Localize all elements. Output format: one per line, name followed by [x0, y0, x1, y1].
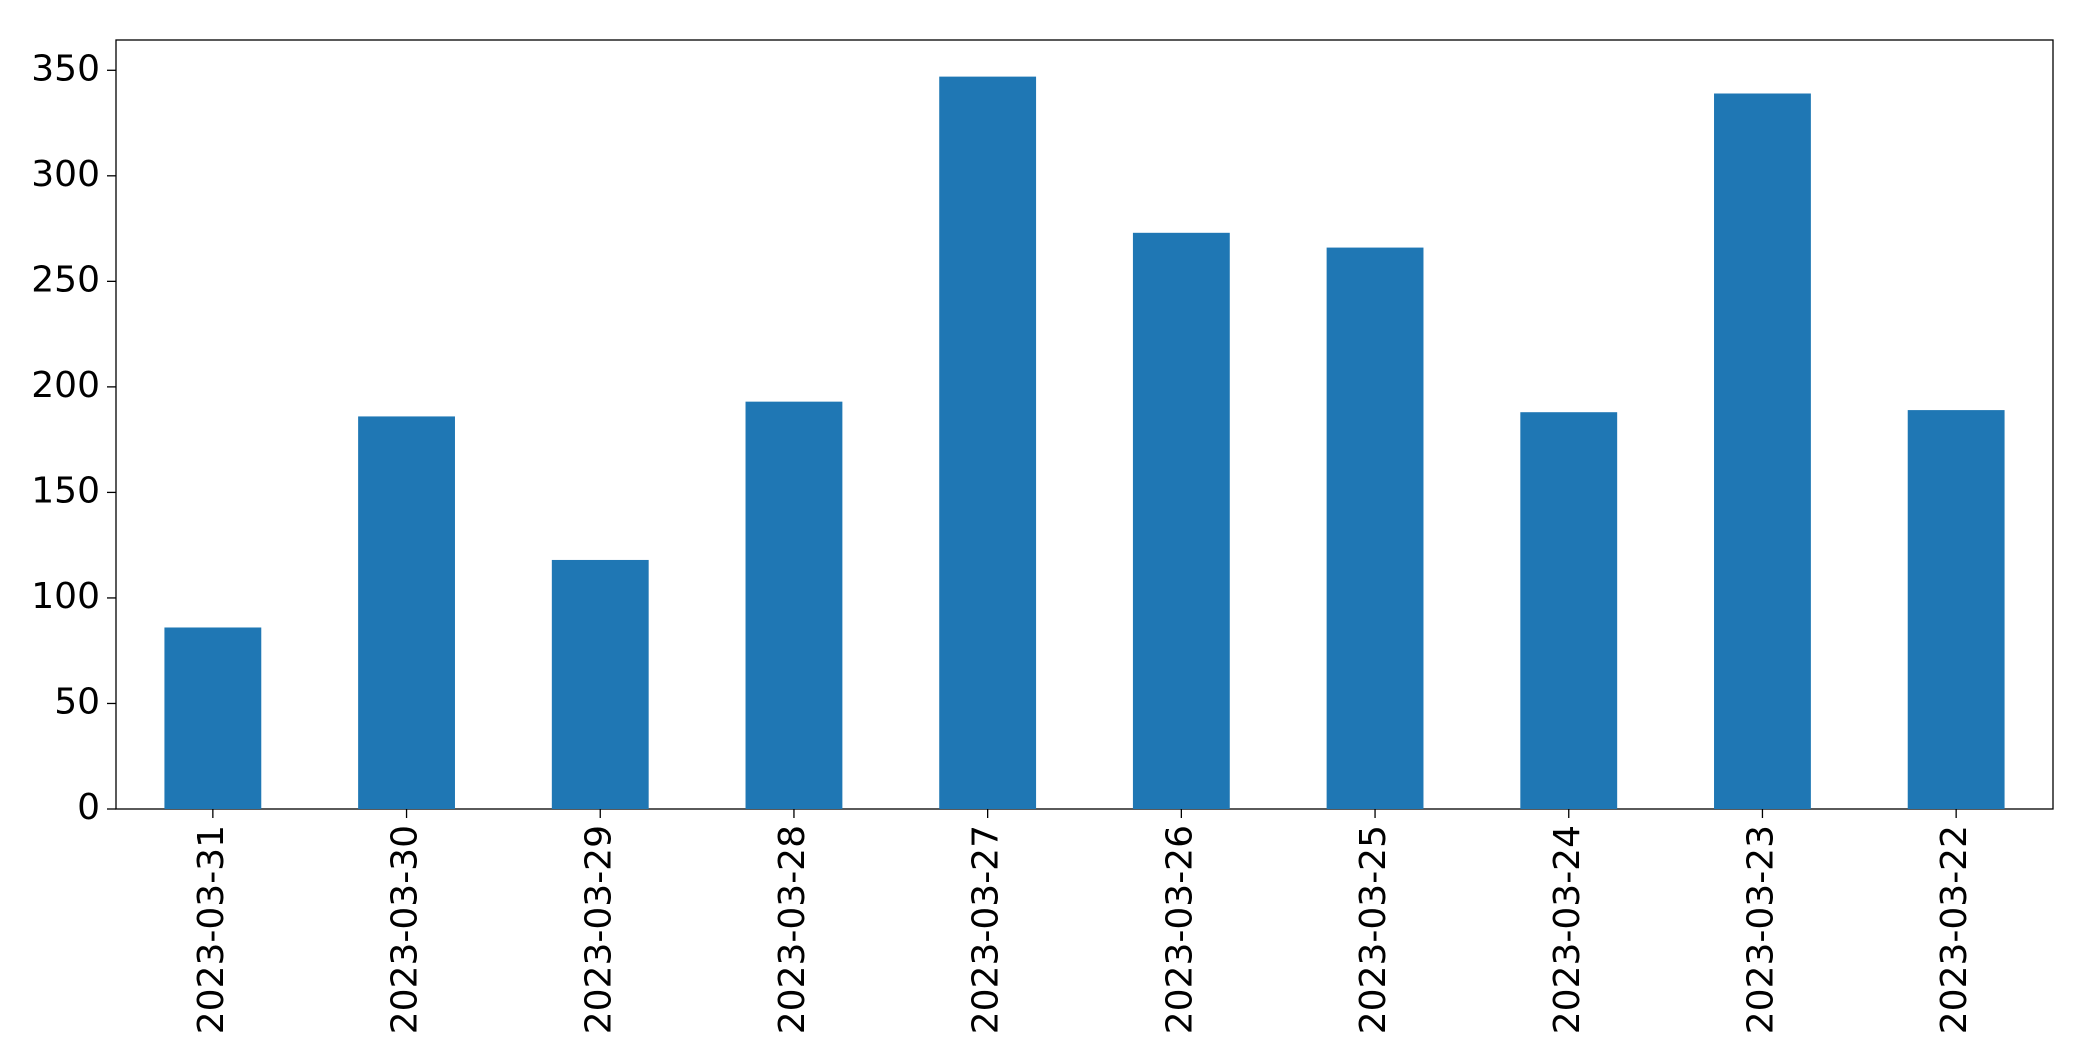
bar: [1714, 93, 1811, 810]
x-tick-label: 2023-03-24: [1547, 825, 1588, 1034]
bar: [164, 627, 262, 809]
x-tick-label: 2023-03-26: [1159, 825, 1200, 1034]
bar: [1132, 232, 1230, 810]
bar: [745, 401, 843, 809]
bar: [1907, 410, 2005, 809]
y-tick-label: 50: [54, 681, 100, 722]
bar: [1520, 412, 1618, 809]
plot-frame: [115, 39, 2054, 810]
y-tick-label: 150: [31, 470, 100, 511]
y-tick-label: 200: [31, 365, 100, 406]
y-tick-label: 300: [31, 154, 100, 195]
x-tick-label: 2023-03-27: [966, 825, 1007, 1034]
y-tick-label: 350: [31, 48, 100, 89]
x-tick-label: 2023-03-28: [772, 825, 813, 1034]
x-tick-label: 2023-03-23: [1740, 825, 1781, 1034]
x-tick-label: 2023-03-30: [385, 825, 426, 1034]
x-tick-label: 2023-03-22: [1934, 825, 1975, 1034]
bar: [358, 416, 455, 809]
x-tick-label: 2023-03-25: [1353, 825, 1394, 1034]
bar: [551, 559, 649, 809]
y-tick-label: 0: [77, 787, 100, 828]
x-tick-label: 2023-03-31: [191, 825, 232, 1034]
x-tick-label: 2023-03-29: [578, 825, 619, 1034]
bar: [939, 76, 1037, 810]
y-tick-label: 250: [31, 259, 100, 300]
y-tick-label: 100: [31, 576, 100, 617]
bar: [1326, 247, 1424, 809]
